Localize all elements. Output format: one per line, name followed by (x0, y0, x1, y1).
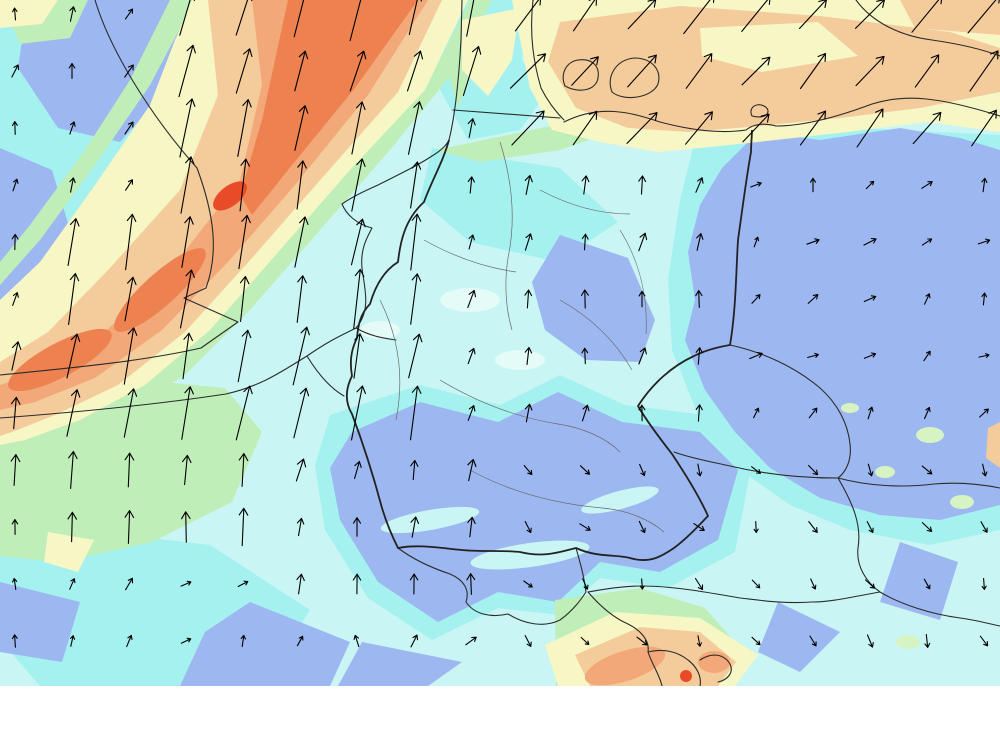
danish-island-zealand (609, 57, 660, 99)
sweden-coastline (855, 0, 1000, 57)
italy-adriatic-borders (587, 591, 732, 686)
field-alps-streaks (380, 486, 659, 570)
field-orange-regions (8, 0, 418, 392)
czech-poland-borders (587, 344, 1000, 627)
legend-bar: Surface wind (bft) ICON-EU Su 23-11-2025… (0, 686, 1000, 733)
continental-coastline (0, 0, 463, 419)
wind-arrows (10, 0, 1000, 648)
field-baltic-cream-core (700, 22, 858, 72)
switzerland-border (397, 547, 587, 625)
germany-border (345, 129, 753, 561)
uk-coastline (0, 0, 239, 376)
country-borders (0, 0, 1000, 686)
field-pale-patches (360, 288, 545, 370)
benelux-borders (306, 327, 397, 397)
field-palegreen-dots (841, 403, 974, 649)
denmark-germany-border (452, 109, 561, 119)
jutland-east-coast (531, 0, 565, 121)
baltic-coastline (563, 97, 1000, 133)
field-red-spots (213, 181, 692, 682)
wind-speed-map (0, 0, 1000, 686)
danish-island-fyn (562, 59, 599, 91)
state-borders (379, 141, 665, 533)
